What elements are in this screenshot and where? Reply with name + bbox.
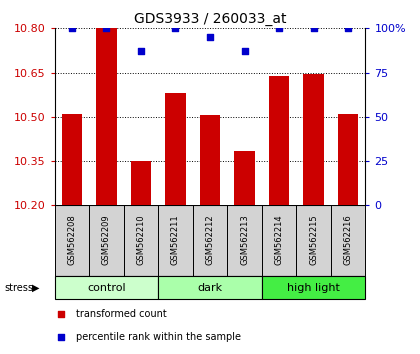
Bar — [123, 205, 158, 276]
Point — [276, 25, 282, 31]
Bar — [331, 205, 365, 276]
Text: GSM562216: GSM562216 — [344, 214, 353, 265]
Bar — [234, 151, 255, 205]
Bar — [55, 205, 89, 276]
Point — [263, 218, 270, 224]
Bar — [303, 74, 324, 205]
Bar — [338, 114, 359, 205]
Bar — [200, 115, 221, 205]
Bar — [193, 205, 227, 276]
Text: GSM562214: GSM562214 — [275, 214, 284, 265]
Point — [345, 25, 352, 31]
Text: ▶: ▶ — [32, 282, 39, 293]
Bar — [158, 205, 193, 276]
Point — [310, 25, 317, 31]
Bar — [227, 205, 262, 276]
Bar — [131, 161, 151, 205]
Point — [207, 34, 213, 40]
Bar — [55, 276, 158, 299]
Bar — [89, 205, 123, 276]
Point — [68, 25, 75, 31]
Point — [103, 25, 110, 31]
Text: GSM562213: GSM562213 — [240, 214, 249, 265]
Point — [172, 25, 179, 31]
Bar — [165, 93, 186, 205]
Point — [138, 48, 144, 54]
Text: GSM562208: GSM562208 — [67, 214, 76, 265]
Text: GSM562215: GSM562215 — [309, 214, 318, 265]
Bar — [262, 276, 365, 299]
Point — [241, 48, 248, 54]
Text: high light: high light — [287, 282, 340, 293]
Bar — [61, 114, 82, 205]
Bar — [297, 205, 331, 276]
Text: GSM562211: GSM562211 — [171, 214, 180, 265]
Text: stress: stress — [4, 282, 33, 293]
Point — [263, 9, 270, 15]
Bar — [269, 75, 289, 205]
Text: control: control — [87, 282, 126, 293]
Text: percentile rank within the sample: percentile rank within the sample — [76, 332, 241, 342]
Bar — [262, 205, 297, 276]
Text: GSM562212: GSM562212 — [205, 214, 215, 265]
Text: GSM562210: GSM562210 — [136, 214, 145, 265]
Text: transformed count: transformed count — [76, 309, 167, 319]
Bar — [158, 276, 262, 299]
Title: GDS3933 / 260033_at: GDS3933 / 260033_at — [134, 12, 286, 26]
Text: GSM562209: GSM562209 — [102, 214, 111, 265]
Bar — [96, 28, 117, 205]
Text: dark: dark — [197, 282, 223, 293]
